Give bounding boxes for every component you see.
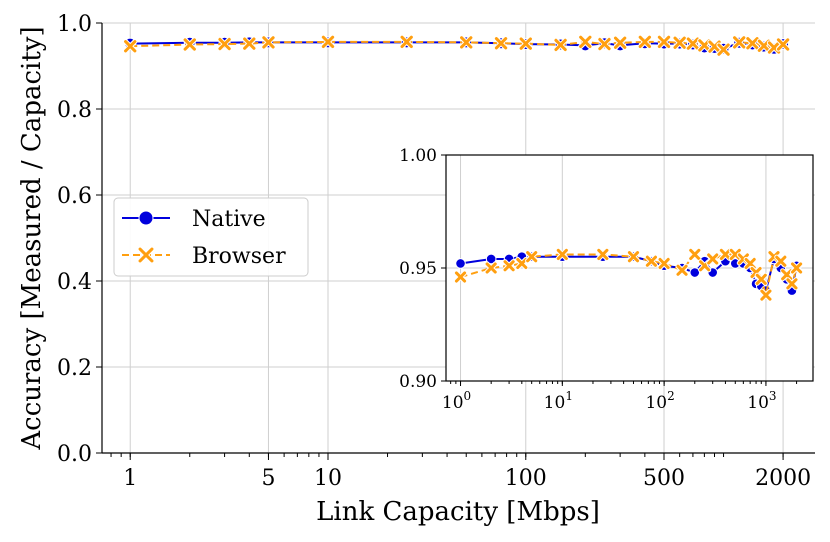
y-tick-label: 0.0 [57, 442, 92, 467]
main-point-browser [493, 36, 509, 51]
main-point-browser [553, 37, 568, 53]
inset-point-browser [555, 247, 569, 262]
legend-marker-native [138, 210, 154, 226]
inset-point-native [455, 258, 466, 269]
main-plot-series [123, 34, 791, 57]
y-tick-label: 0.2 [57, 356, 92, 381]
inset-point-browser [688, 247, 702, 262]
main-point-browser [672, 35, 687, 50]
legend-label-native: Native [192, 207, 266, 232]
inset-point-browser [657, 256, 671, 271]
inset-point-browser [780, 268, 794, 282]
main-point-browser [399, 34, 414, 50]
y-tick-label: 0.4 [57, 270, 92, 295]
y-axis-label: Accuracy [Measured / Capacity] [17, 26, 47, 450]
inset-point-browser [515, 256, 529, 271]
inset-ticks: 0.90 0.95 1.00 100 101 102 103 [399, 146, 798, 413]
main-point-browser [716, 42, 731, 57]
x-axis-label: Link Capacity [Mbps] [316, 497, 600, 527]
x-tick-label: 5 [261, 466, 275, 491]
inset-x-tick-label: 102 [645, 389, 674, 413]
legend-marker-browser-shape [137, 246, 155, 264]
legend-marker-native-shape [138, 210, 154, 226]
x-tick-label: 10 [314, 466, 342, 491]
main-point-browser [320, 34, 336, 50]
inset-x-tick-label: 100 [442, 389, 471, 413]
main-ticks: 0.0 0.2 0.4 0.6 0.8 1.0 1 5 10 100 500 2000 [57, 12, 811, 491]
main-point-browser [217, 36, 232, 52]
y-tick-label: 1.0 [57, 12, 92, 37]
main-point-browser [612, 35, 628, 50]
inset-point-native [485, 253, 497, 265]
inset-point-browser [484, 261, 498, 275]
main-point-browser [459, 35, 474, 50]
main-point-browser [775, 37, 791, 52]
main-point-browser [578, 34, 593, 50]
inset-y-tick-label: 0.95 [399, 259, 437, 279]
main-point-browser [123, 39, 138, 54]
inset-plot-series [453, 247, 804, 302]
legend: Native Browser [113, 197, 309, 277]
main-point-browser [261, 35, 276, 50]
inset-point-browser [728, 247, 742, 262]
x-tick-label: 1 [123, 466, 137, 491]
main-point-browser [242, 36, 257, 51]
inset-point-browser [453, 270, 468, 284]
inset-point-native [689, 267, 701, 278]
inset-chart: 0.90 0.95 1.00 100 101 102 103 [399, 146, 814, 413]
main-point-browser [637, 34, 653, 50]
inset-x-tick-label: 101 [544, 389, 573, 413]
inset-y-tick-label: 0.90 [399, 372, 437, 392]
legend-marker-browser [137, 246, 155, 264]
inset-point-browser [774, 254, 788, 268]
main-point-browser [685, 36, 701, 51]
inset-point-browser [502, 259, 516, 273]
x-tick-label: 2000 [755, 466, 811, 491]
main-point-browser [745, 36, 760, 51]
x-tick-label: 100 [505, 466, 547, 491]
main-point-browser [732, 35, 747, 50]
main-point-browser [597, 36, 612, 52]
main-point-browser [518, 36, 533, 51]
inset-point-browser [754, 272, 768, 286]
inset-x-tick-label: 103 [747, 389, 776, 413]
main-axes [101, 23, 815, 454]
inset-point-browser [785, 277, 799, 291]
y-tick-label: 0.6 [57, 184, 92, 209]
inset-point-browser [706, 252, 720, 266]
x-tick-label: 500 [643, 466, 685, 491]
inset-y-tick-label: 1.00 [399, 146, 437, 166]
main-point-browser [656, 34, 672, 50]
inset-point-browser [525, 250, 539, 264]
inset-point-browser [626, 250, 641, 264]
inset-point-browser [718, 247, 732, 262]
inset-point-browser [644, 254, 658, 268]
inset-point-browser [596, 247, 610, 262]
inset-point-browser [789, 261, 804, 275]
inset-point-browser [675, 263, 689, 277]
y-tick-label: 0.8 [57, 98, 92, 123]
main-point-browser [182, 37, 197, 52]
legend-label-browser: Browser [192, 244, 286, 269]
inset-point-browser [759, 288, 773, 302]
